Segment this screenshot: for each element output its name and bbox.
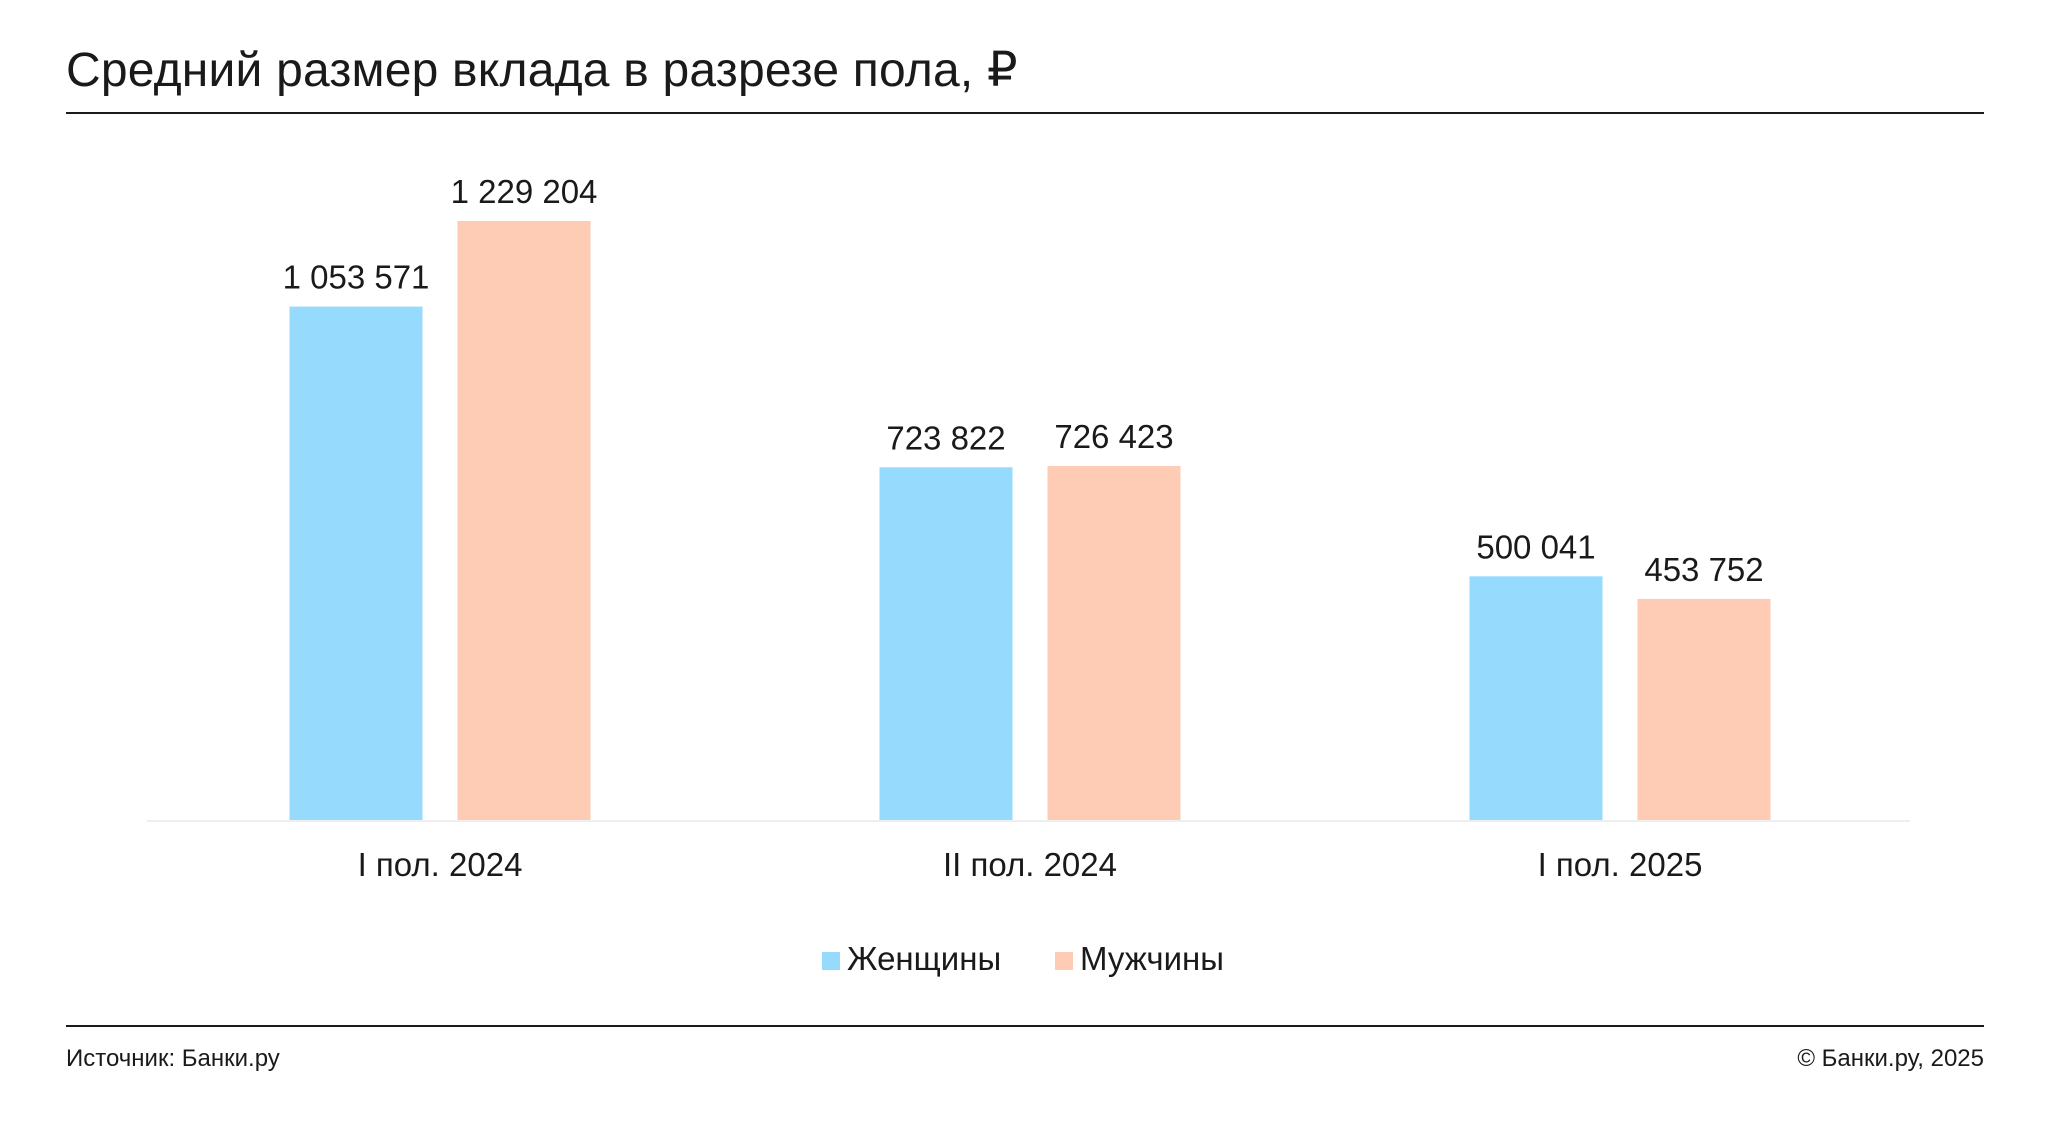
x-tick-label: I пол. 2025 <box>1538 846 1703 883</box>
bar-women-2 <box>879 467 1013 820</box>
footer-divider <box>66 1025 1984 1027</box>
source-note: Источник: Банки.ру <box>66 1045 280 1072</box>
data-label: 726 423 <box>1054 418 1173 455</box>
chart-title: Средний размер вклада в разрезе пола, ₽ <box>66 44 1018 97</box>
bar-chart: 1 053 571 1 229 204 I пол. 2024 723 822 726 … <box>147 173 1910 977</box>
bar-women-3 <box>1469 576 1603 820</box>
data-label: 1 053 571 <box>283 259 430 296</box>
legend-men-swatch <box>1055 952 1073 970</box>
title-divider <box>66 112 1984 114</box>
x-tick-label: II пол. 2024 <box>943 846 1117 883</box>
bar-women-1 <box>289 306 423 820</box>
bar-men-3 <box>1637 598 1771 820</box>
bar-men-1 <box>457 221 591 820</box>
x-tick-label: I пол. 2024 <box>358 846 523 883</box>
data-label: 453 752 <box>1644 551 1763 588</box>
bar-men-2 <box>1047 466 1181 820</box>
copyright-note: © Банки.ру, 2025 <box>1797 1045 1984 1072</box>
data-label: 1 229 204 <box>451 173 598 210</box>
data-label: 500 041 <box>1476 528 1595 565</box>
legend-men-label: Мужчины <box>1080 940 1224 977</box>
legend-women-swatch <box>822 952 840 970</box>
legend-women-label: Женщины <box>847 940 1001 977</box>
data-label: 723 822 <box>886 419 1005 456</box>
